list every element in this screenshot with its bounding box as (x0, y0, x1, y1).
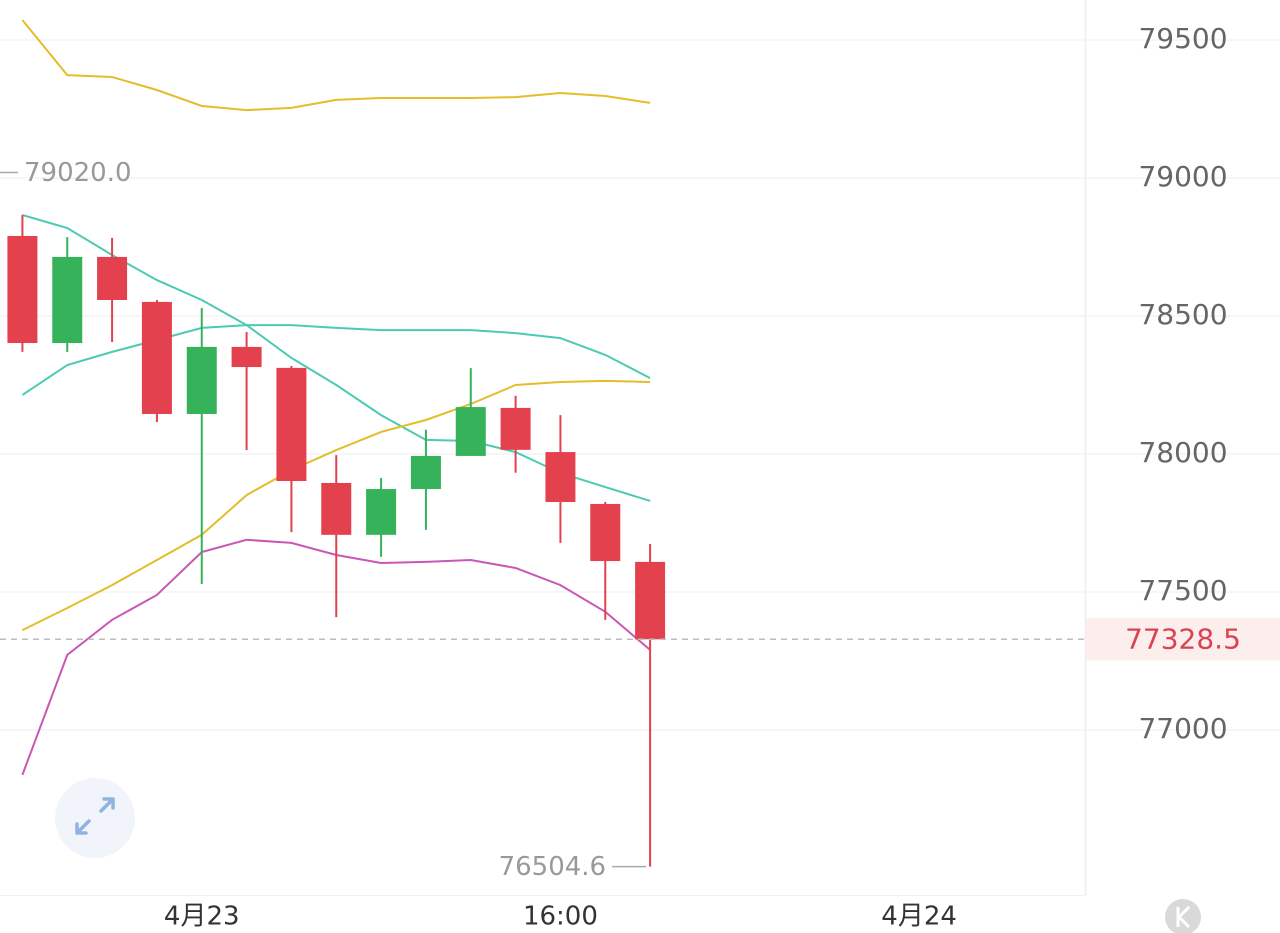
candle-body (141, 301, 172, 414)
candle-body (186, 346, 217, 414)
candles (7, 214, 666, 867)
candle-body (500, 407, 531, 450)
candle-body (590, 503, 621, 562)
k-icon[interactable] (1176, 905, 1191, 929)
candle-body (366, 489, 397, 535)
candle-body (276, 367, 307, 482)
candle-body (231, 346, 262, 368)
expand-icon[interactable] (75, 797, 115, 835)
grid (0, 39, 1280, 731)
labels: 77000 77500 78000 78500 79000 79500 4月23 16:00 4… (0, 22, 1280, 932)
last-price-tag (1086, 618, 1280, 661)
candle-body (455, 407, 486, 456)
indicator-line (21, 379, 651, 631)
y-tick-label: 79500 (1138, 22, 1227, 55)
y-tick-label: 77500 (1138, 574, 1227, 607)
indicator-line (21, 19, 651, 112)
y-tick-label: 78000 (1138, 436, 1227, 469)
low-label: 76504.6 (499, 852, 607, 882)
x-tick-label: 4月23 (164, 902, 240, 932)
high-label: 79020.0 (24, 158, 132, 188)
expand-button-bg[interactable] (55, 778, 135, 858)
y-tick-label: 79000 (1138, 160, 1227, 193)
k-button-bg[interactable] (1165, 899, 1201, 933)
k-button[interactable] (1165, 899, 1201, 933)
last-price-label: 77328.5 (1125, 622, 1241, 655)
y-tick-label: 78500 (1138, 298, 1227, 331)
candle-body (545, 452, 576, 503)
y-tick-label: 77000 (1138, 712, 1227, 745)
x-tick-label: 16:00 (523, 902, 598, 932)
candle-body (635, 561, 666, 640)
indicator-line (21, 324, 651, 396)
expand-button[interactable] (55, 778, 135, 858)
candle-body (7, 235, 38, 344)
candle-body (321, 482, 352, 535)
candle-body (410, 455, 441, 490)
x-tick-label: 4月24 (881, 902, 957, 932)
candle-body (97, 256, 128, 300)
candle-body (52, 256, 83, 344)
